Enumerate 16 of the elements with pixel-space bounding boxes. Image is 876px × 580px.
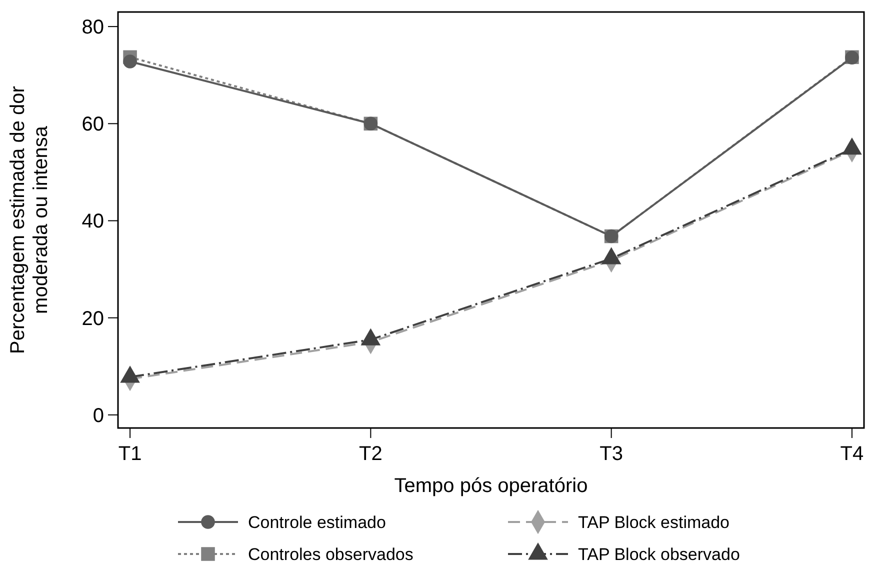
y-tick-label: 40 xyxy=(82,210,104,233)
point xyxy=(123,54,137,68)
y-tick-label: 20 xyxy=(82,308,104,330)
legend-label: Controle estimado xyxy=(248,512,386,532)
x-tick-label: T3 xyxy=(600,443,623,465)
legend-label: Controles observados xyxy=(248,544,414,564)
legend-label: TAP Block observado xyxy=(578,544,740,564)
x-tick-label: T4 xyxy=(840,443,864,465)
x-tick-label: T1 xyxy=(118,443,142,465)
y-tick-label: 80 xyxy=(82,16,104,39)
x-tick-label: T2 xyxy=(359,443,382,465)
x-axis-title: Tempo pós operatório xyxy=(394,475,588,497)
legend-label: TAP Block estimado xyxy=(578,512,730,532)
y-axis-title: Percentagem estimada de dor moderada ou intensa xyxy=(7,86,52,354)
y-tick-label: 0 xyxy=(92,404,104,427)
y-tick-label: 60 xyxy=(82,114,104,136)
